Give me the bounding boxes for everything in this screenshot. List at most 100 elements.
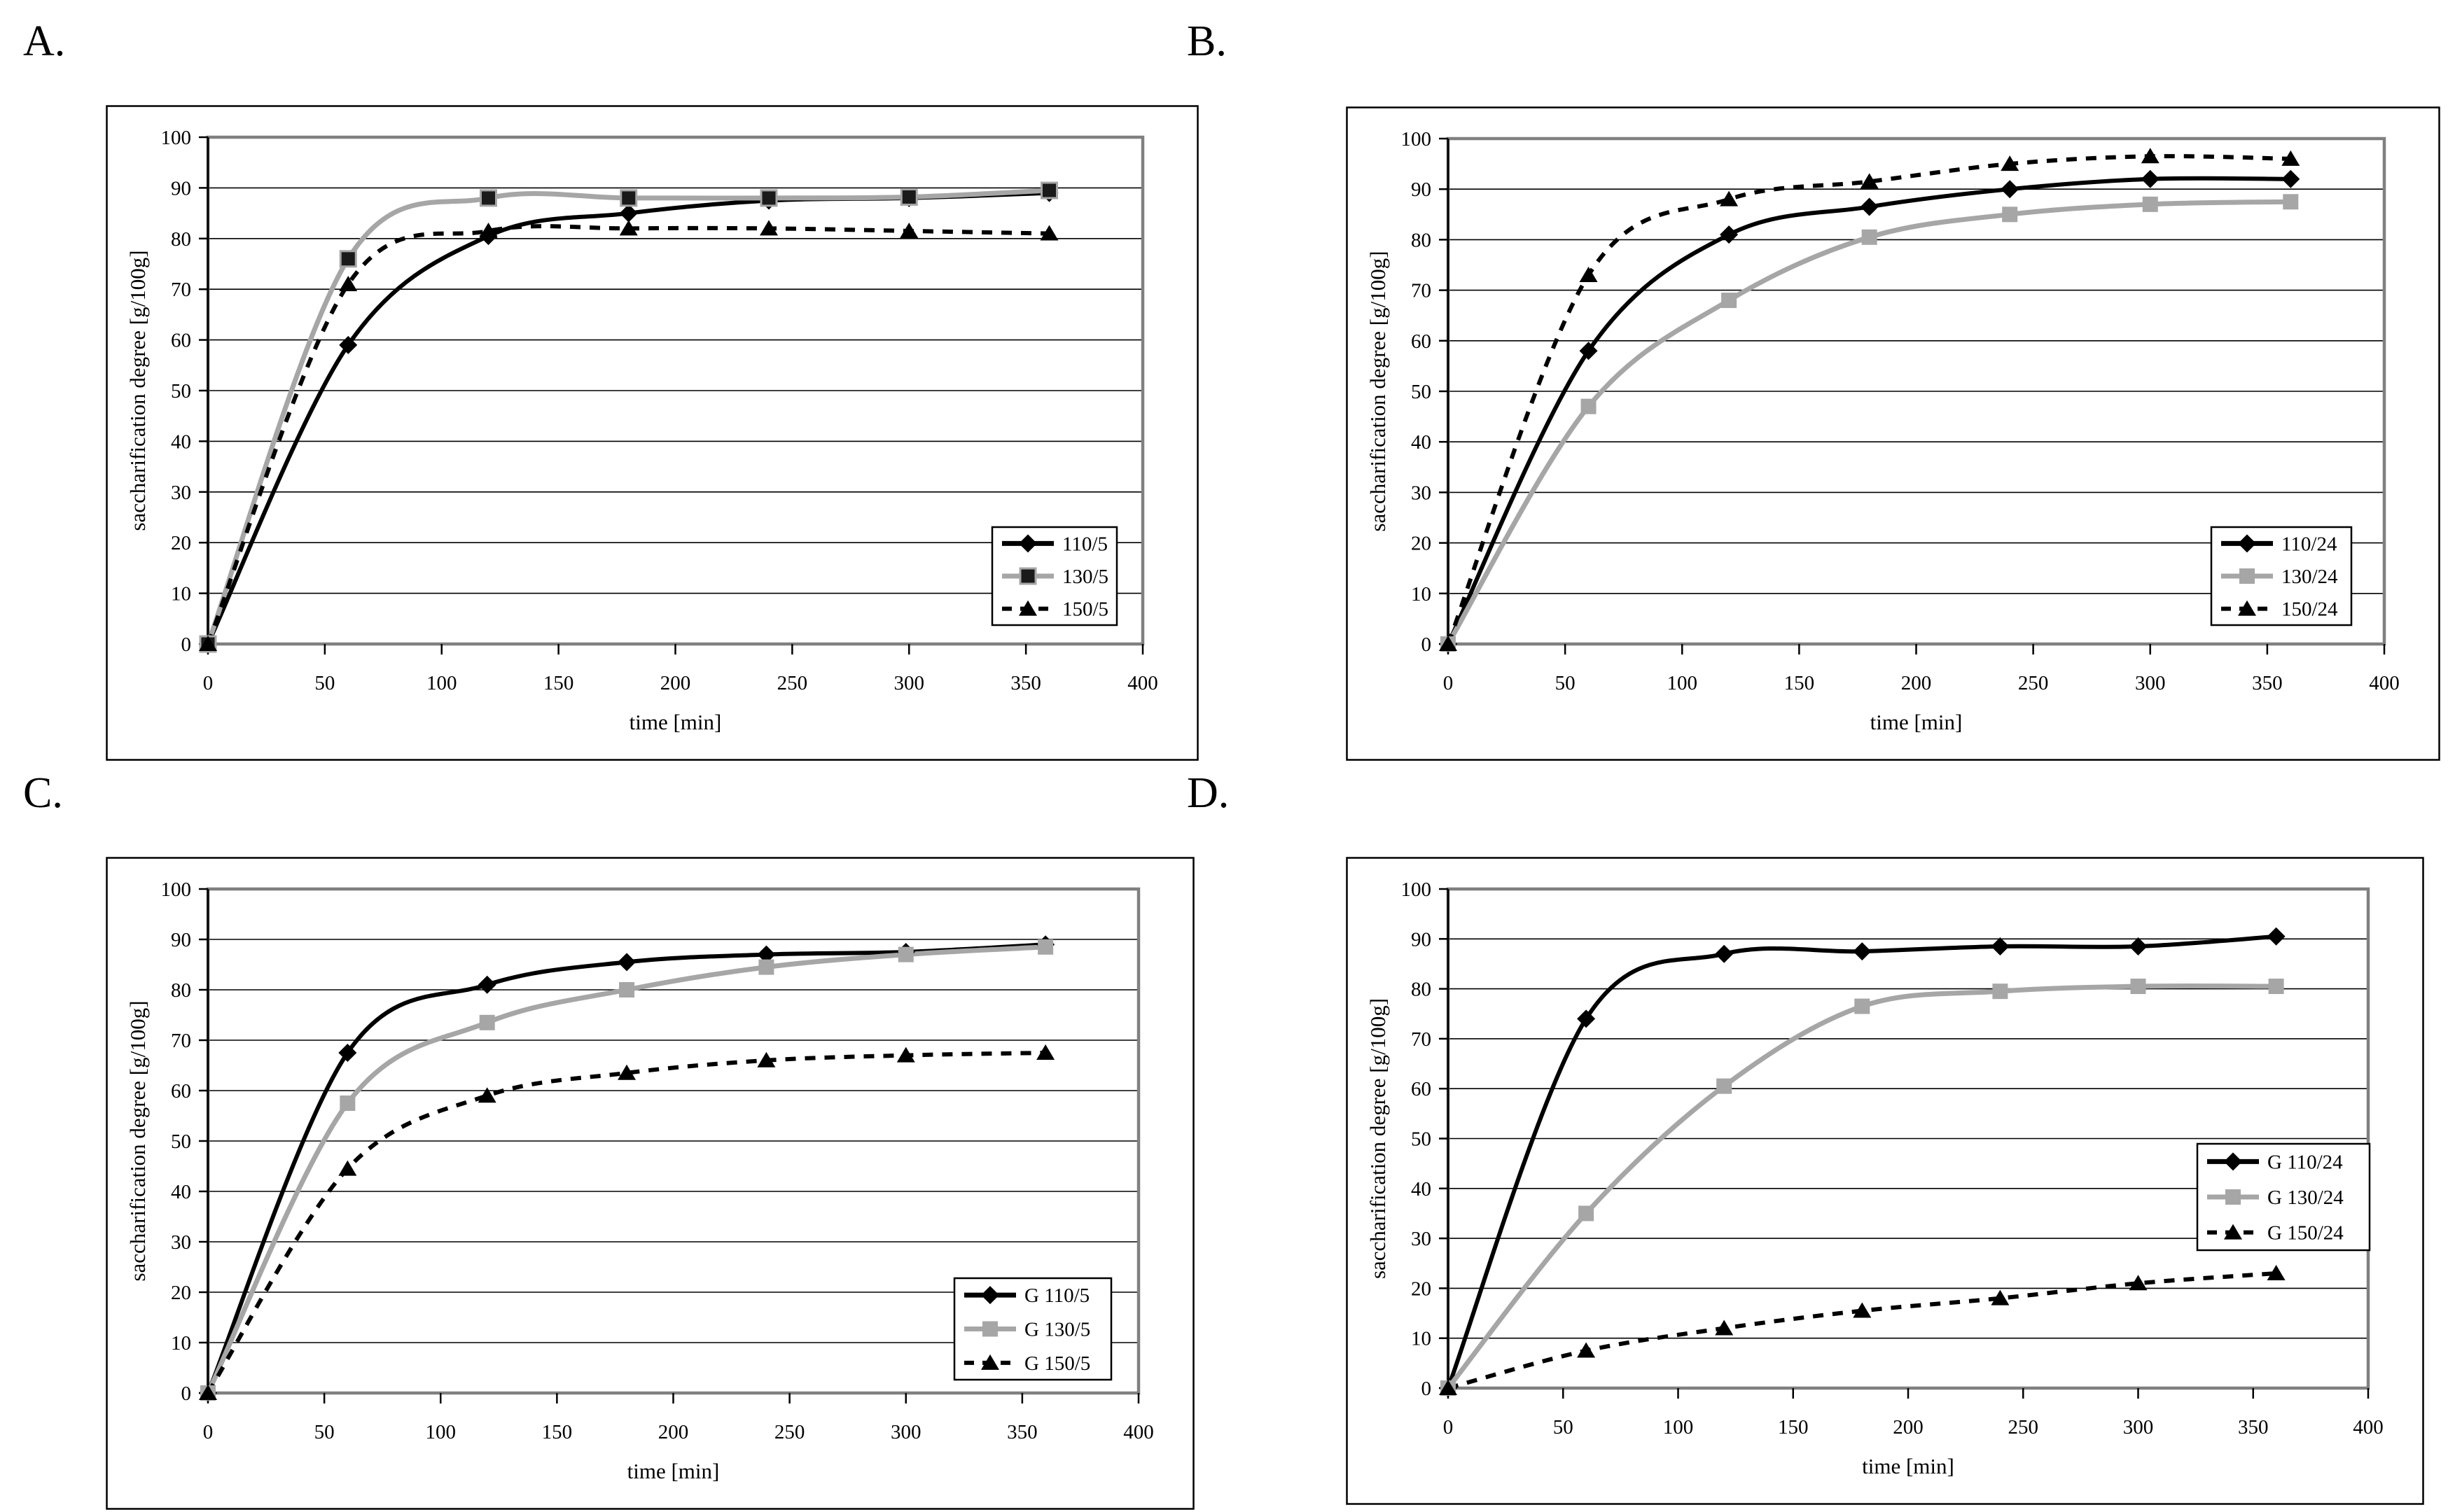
y-tick-label: 90 [1411,178,1431,201]
chart-frame-c: 0 10 20 30 40 50 60 70 80 90 100 0 50 100 150 200 250 300… [106,857,1195,1510]
y-tick-label: 10 [171,1332,191,1354]
x-tick-label: 100 [426,672,457,694]
legend-label-g-110-5: G 110/5 [1024,1284,1090,1307]
marker-150-5 [900,222,919,238]
legend-label-g-130-5: G 130/5 [1024,1319,1090,1341]
y-tick-label: 90 [1411,928,1431,951]
marker-g-110-24 [1853,942,1872,961]
x-tick-label: 0 [1443,672,1454,694]
y-tick-label: 0 [1421,634,1432,656]
x-tick-label: 250 [777,672,808,694]
y-tick-label: 100 [1401,128,1432,150]
legend-label-110-24: 110/24 [2281,533,2337,555]
y-axis-title: saccharification degree [g/100g] [125,1000,150,1281]
marker-g-130-5 [340,1096,356,1111]
x-tick-label: 150 [543,672,574,694]
x-tick-label: 250 [2008,1416,2039,1438]
marker-150-24 [1579,266,1598,282]
y-tick-label: 40 [171,430,191,453]
x-tick-label: 100 [1663,1416,1694,1438]
y-tick-label: 20 [1411,1278,1431,1300]
marker-130-5 [760,189,778,207]
marker-110-24 [2001,180,2019,199]
y-tick-label: 90 [171,929,191,951]
marker-g-150-24 [2129,1275,2148,1291]
marker-110-24 [1720,225,1739,244]
x-tick-label: 350 [1010,672,1041,694]
marker-g-110-5 [618,953,637,972]
marker-150-24 [2281,150,2300,166]
marker-g-150-5 [478,1087,496,1103]
x-tick-label: 300 [894,672,925,694]
panel-label-c: C. [23,769,63,817]
x-tick-label: 150 [542,1421,573,1443]
marker-110-24 [1860,197,1879,216]
y-tick-label: 0 [181,634,192,656]
y-tick-label: 70 [1411,1028,1431,1051]
chart-c-svg: 0 10 20 30 40 50 60 70 80 90 100 0 50 100 150 200 250 300… [106,857,1195,1510]
marker-g-130-5 [1038,939,1054,955]
legend-label-g-150-24: G 150/24 [2267,1222,2344,1245]
x-tick-label: 50 [1553,1416,1573,1438]
y-tick-label: 50 [171,380,191,402]
x-tick-label: 350 [2252,672,2283,694]
legend-marker-150-24 [2238,600,2256,616]
x-tick-label: 50 [314,1421,335,1443]
y-tick-label: 50 [1411,381,1431,403]
x-tick-label: 250 [2018,672,2049,694]
legend-marker-g-150-24 [2224,1224,2242,1240]
x-tick-label: 300 [2123,1416,2154,1438]
y-tick-label: 30 [171,482,191,504]
y-tick-label: 10 [171,583,191,606]
marker-g-130-5 [898,946,914,962]
x-tick-label: 150 [1778,1416,1809,1438]
marker-g-150-5 [757,1051,776,1068]
x-tick-label: 400 [1127,672,1158,694]
legend-marker-130-24 [2239,568,2255,584]
legend-marker-130-5 [1019,567,1037,585]
y-tick-label: 10 [1411,583,1431,606]
marker-g-150-5 [199,1385,217,1400]
x-tick-label: 400 [2369,672,2400,694]
marker-g-130-24 [2130,979,2146,995]
marker-110-24 [2281,169,2300,188]
y-tick-label: 60 [171,1080,191,1102]
legend-label-150-5: 150/5 [1062,598,1108,621]
marker-g-110-24 [1577,1009,1596,1028]
chart-outer-border [106,105,1199,761]
y-tick-label: 40 [171,1181,191,1203]
marker-150-24 [2001,155,2019,172]
marker-g-130-24 [2268,979,2284,995]
y-tick-label: 80 [1411,229,1431,251]
marker-130-5 [480,189,497,207]
marker-150-5 [199,636,217,651]
y-tick-label: 20 [1411,533,1431,555]
marker-g-110-24 [1715,944,1734,963]
y-tick-label: 20 [171,532,191,554]
marker-110-24 [1579,342,1598,360]
marker-g-110-5 [338,1044,357,1062]
marker-110-5 [619,204,638,223]
marker-150-5 [760,220,778,236]
marker-150-24 [2141,148,2160,164]
chart-frame-b: 0 10 20 30 40 50 60 70 80 90 100 0 50 100 150 200 250 300… [1346,106,2440,761]
legend-marker-g-150-5 [981,1354,999,1370]
y-tick-label: 20 [171,1282,191,1304]
panel-label-a: A. [23,18,66,65]
marker-g-130-24 [1716,1078,1732,1094]
legend-marker-g-110-5 [981,1286,999,1305]
y-tick-label: 100 [161,127,192,149]
marker-150-24 [1720,190,1739,206]
legend-label-g-130-24: G 130/24 [2267,1186,2344,1209]
legend-label-g-150-5: G 150/5 [1024,1352,1090,1375]
marker-g-150-24 [1991,1289,2010,1306]
marker-110-5 [339,335,358,354]
marker-130-24 [1721,293,1737,309]
marker-150-5 [339,275,358,291]
x-tick-label: 200 [1893,1416,1924,1438]
x-tick-label: 400 [2353,1416,2384,1438]
chart-b-svg: 0 10 20 30 40 50 60 70 80 90 100 0 50 100 150 200 250 300… [1346,106,2440,761]
marker-130-5 [900,188,918,206]
marker-g-110-24 [2129,937,2148,955]
